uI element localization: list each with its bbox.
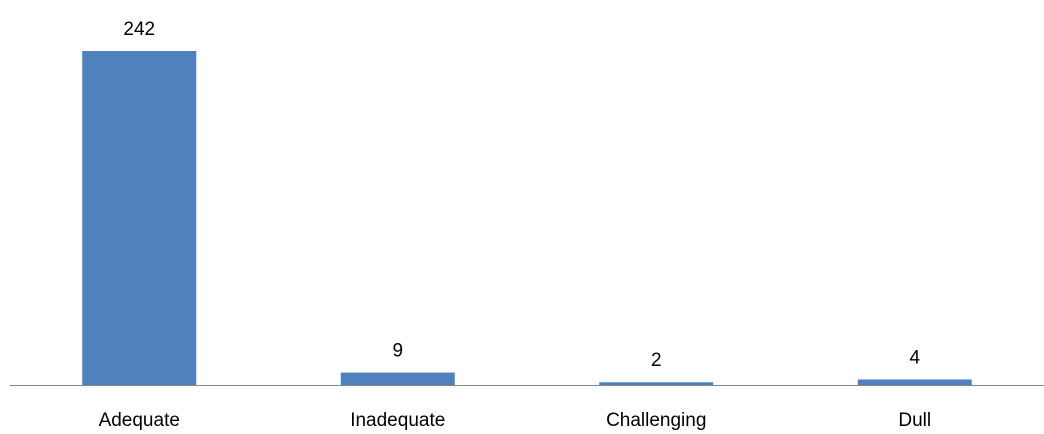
data-label-inadequate: 9 [392, 341, 403, 362]
x-tick-label-inadequate: Inadequate [350, 410, 445, 431]
x-tick-labels-group: Adequate Inadequate Challenging Dull [99, 410, 932, 431]
data-label-adequate: 242 [123, 19, 155, 40]
bar-adequate [82, 51, 197, 385]
x-tick-label-dull: Dull [898, 410, 931, 431]
bar-dull [857, 379, 972, 385]
data-label-challenging: 2 [651, 350, 662, 371]
x-tick-label-adequate: Adequate [99, 410, 180, 431]
x-tick-label-challenging: Challenging [606, 410, 706, 431]
bar-inadequate [340, 372, 455, 385]
bars-group [82, 51, 972, 385]
data-labels-group: 242 9 2 4 [123, 19, 920, 371]
data-label-dull: 4 [909, 347, 920, 368]
bar-challenging [599, 382, 714, 385]
